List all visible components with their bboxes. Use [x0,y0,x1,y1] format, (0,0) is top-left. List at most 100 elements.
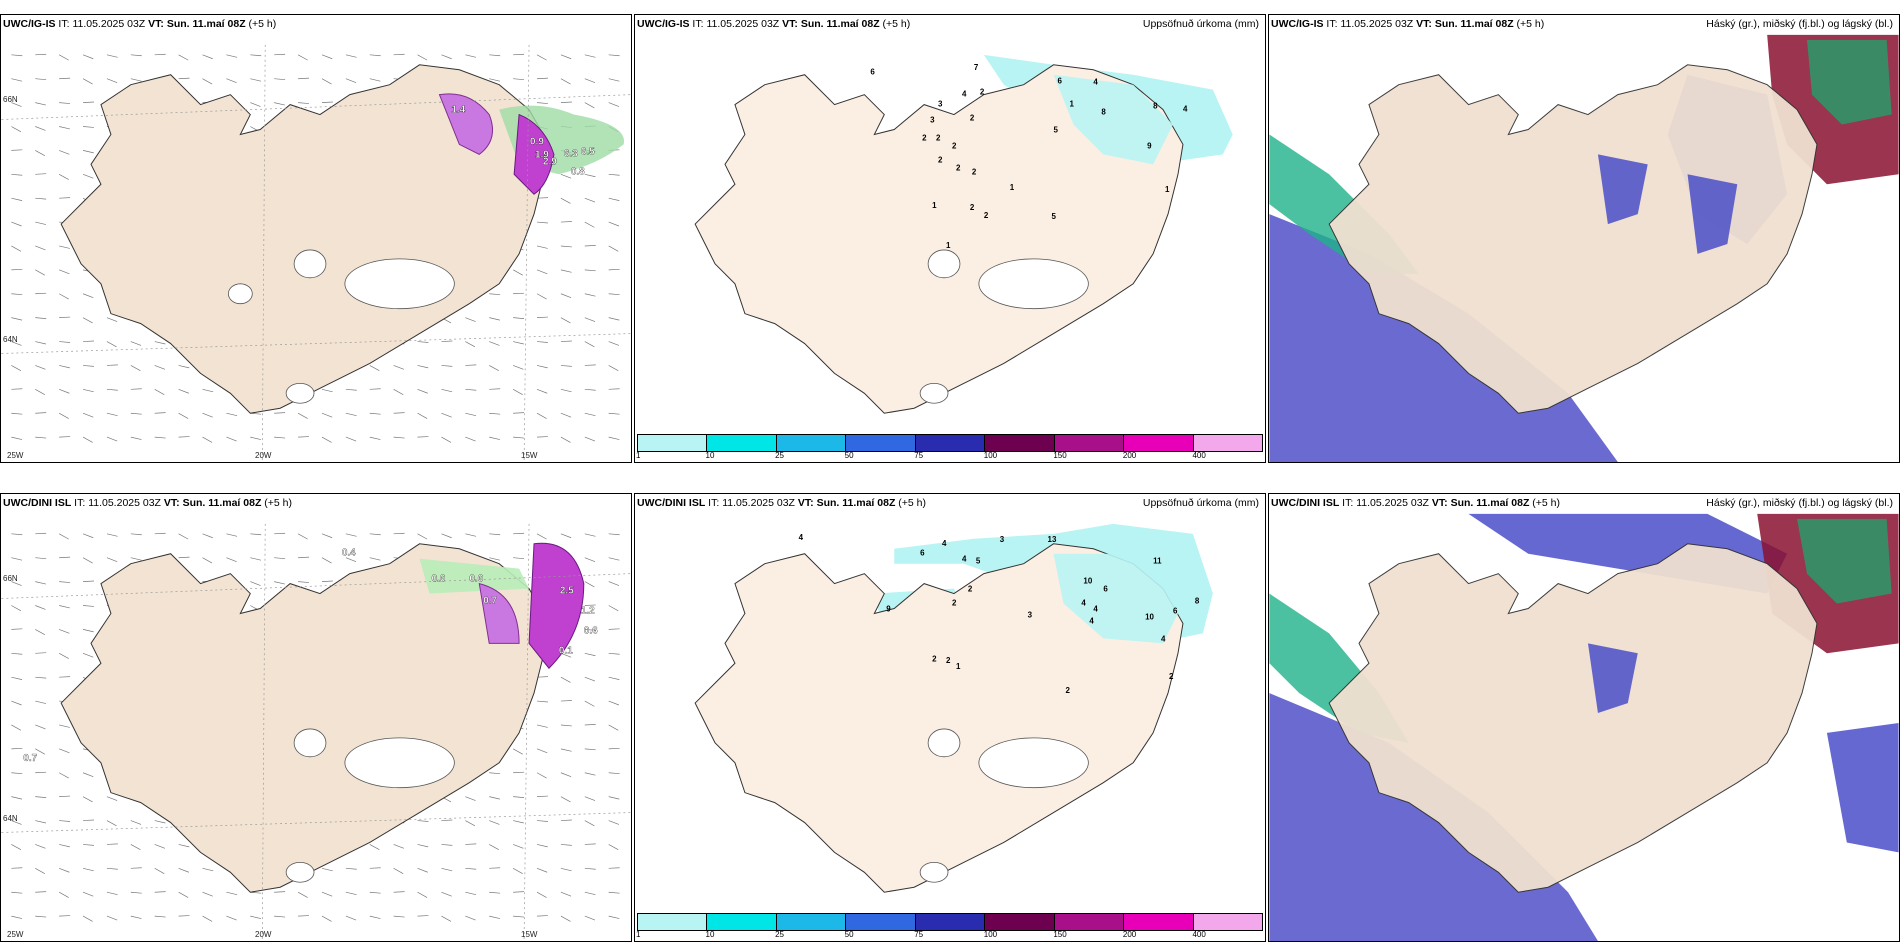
precip-value-label: 13 [1048,535,1057,544]
wind-barb [560,245,572,248]
glacier-vatnajokull [344,258,455,310]
wind-barb [154,341,166,345]
wind-barb [59,748,70,754]
wind-barb [441,867,453,872]
wind-barb [250,102,261,107]
wind-barb [11,628,23,630]
wind-barb [59,197,71,199]
wind-barb [59,724,70,728]
wind-barb [106,796,118,801]
colorbar-label: 1 [636,451,641,460]
wind-barb [513,341,524,345]
wind-barb [560,533,572,539]
wind-barb [584,891,596,896]
colorbar-label: 150 [1053,930,1067,939]
it-value: 11.05.2025 03Z [1340,18,1414,30]
lat-line-64 [1,333,631,354]
wind-barb [226,412,238,417]
wind-map: 0.40.6 0.60.72.51.20.60.10.7 [1,523,631,941]
wind-barb [345,533,357,537]
precip-blob-east-core [513,113,555,195]
lon-label-15w: 15W [521,930,538,939]
wind-barb [11,891,23,894]
wind-barb [345,412,357,417]
wind-panel-top: UWC/IG-IS IT: 11.05.2025 03Z VT: Sun. 11… [0,14,632,463]
lead-time: (+5 h) [882,18,911,30]
it-label: IT: [58,18,70,30]
wind-barb [489,772,501,775]
wind-barb [11,724,22,731]
wind-barb [608,605,619,612]
wind-barb [178,844,190,848]
low-cloud-interior-2 [1687,174,1738,254]
wind-barb [59,388,70,394]
precip-total-label: 6.3 [564,148,578,159]
wind-barb [393,412,405,414]
wind-barb [536,102,548,104]
wind-barb [82,78,93,85]
colorbar-label: 50 [844,930,854,939]
panel-header: UWC/IG-IS IT: 11.05.2025 03Z VT: Sun. 11… [637,18,910,30]
precip-total-label: 6.5 [581,146,595,157]
precip-value-label: 2 [972,167,977,176]
lead-time: (+5 h) [1516,18,1545,30]
wind-barb [584,748,596,751]
precip-value-label: 3 [1028,610,1033,619]
colorbar-swatch [1124,435,1194,451]
precip-value-label: 4 [962,90,967,99]
wind-panel-bottom: UWC/DINI ISL IT: 11.05.2025 03Z VT: Sun.… [0,493,632,942]
wind-barb [441,388,453,393]
colorbar-label: 1 [636,930,641,939]
wind-barb [59,102,71,104]
wind-barb [11,844,22,851]
precip-value-label: 3 [930,116,935,125]
wind-barb [513,317,525,319]
wind-barb [465,891,477,896]
precip-total-label: 0.6 [584,625,598,636]
wind-barb [560,748,572,752]
wind-barb [154,436,166,439]
wind-barb [560,867,572,872]
colorbar: 1 10 25 50 75 100 150 200 400 [635,911,1265,941]
wind-barb [130,436,142,440]
wind-barb [82,796,93,803]
wind-barb [130,78,142,82]
cloud-panel-top: UWC/IG-IS IT: 11.05.2025 03Z VT: Sun. 11… [1268,14,1900,463]
wind-barb [11,365,22,372]
wind-barb [536,77,548,80]
precip-value-label: 2 [980,88,985,97]
wind-barb [11,317,23,321]
vt-value: Sun. 11.maí 08Z [1434,18,1514,30]
wind-barb [35,891,47,893]
wind-barb [59,77,71,80]
wind-barb [250,78,262,82]
wind-barb [11,796,23,800]
colorbar-label: 100 [983,451,998,460]
wind-barb [584,341,595,348]
colorbar-label: 10 [705,930,715,939]
wind-barb [321,891,333,897]
wind-barb [560,819,572,821]
vt-label: VT: [1416,18,1432,30]
wind-barb [35,868,46,874]
wind-barb [106,820,117,827]
wind-barb [393,389,404,395]
wind-barb [83,844,94,846]
wind-barb [130,365,141,372]
wind-barb [584,772,596,776]
lead-time: (+5 h) [898,497,927,509]
wind-barb [202,533,213,539]
wind-barb [11,221,22,227]
wind-barb [369,436,381,440]
wind-barb [178,556,190,559]
wind-barb [298,77,310,80]
lat-label-66: 66N [3,574,18,583]
wind-barb [560,293,572,299]
wind-barb [35,245,46,251]
precip-panel-top: UWC/IG-IS IT: 11.05.2025 03Z VT: Sun. 11… [634,14,1266,463]
wind-barb [584,915,596,921]
wind-barb [536,867,548,873]
wind-barb [11,867,23,869]
wind-barb [35,341,47,345]
